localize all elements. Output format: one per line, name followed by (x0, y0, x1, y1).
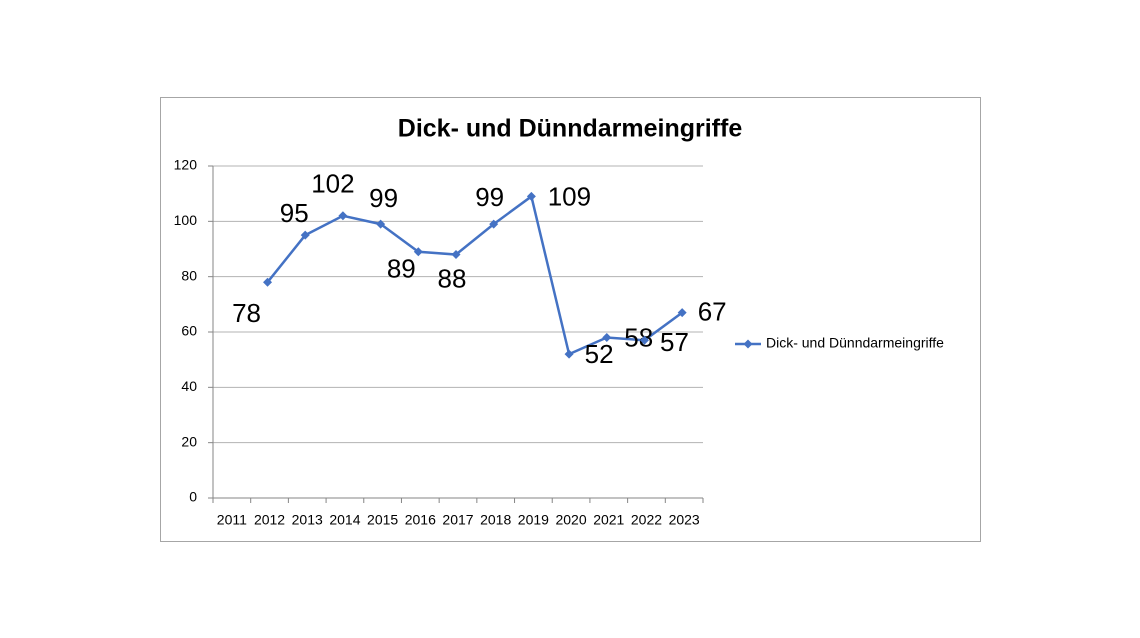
x-tick-label: 2019 (518, 512, 549, 528)
data-label: 99 (369, 183, 398, 213)
x-tick-label: 2014 (329, 512, 360, 528)
y-tick-label: 0 (189, 489, 197, 505)
chart-title: Dick- und Dünndarmeingriffe (398, 115, 743, 143)
point (338, 211, 348, 221)
data-label: 88 (438, 263, 467, 293)
data-label: 78 (232, 298, 261, 328)
x-tick-label: 2020 (555, 512, 586, 528)
data-label: 52 (585, 339, 614, 369)
x-tick-label: 2016 (405, 512, 436, 528)
y-tick-label: 120 (174, 157, 198, 173)
legend-label: Dick- und Dünndarmeingriffe (766, 335, 944, 351)
y-tick-label: 20 (181, 433, 197, 449)
series-line (266, 194, 683, 356)
point (300, 230, 310, 240)
data-label: 99 (475, 182, 504, 212)
x-tick-label: 2012 (254, 512, 285, 528)
y-tick-label: 60 (181, 323, 197, 339)
point (413, 247, 423, 257)
point (564, 349, 574, 359)
data-label: 58 (624, 322, 653, 352)
point (489, 219, 499, 229)
point (526, 191, 536, 201)
x-tick-label: 2022 (631, 512, 662, 528)
data-label: 95 (280, 198, 309, 228)
y-tick-label: 100 (174, 212, 198, 228)
data-label: 57 (660, 327, 689, 357)
chart-border (160, 97, 981, 542)
point (451, 250, 461, 260)
x-tick-label: 2021 (593, 512, 624, 528)
data-label: 67 (698, 297, 727, 327)
data-label: 102 (311, 169, 354, 199)
point (263, 277, 273, 287)
point (639, 335, 649, 345)
x-tick-label: 2018 (480, 512, 511, 528)
point (602, 333, 612, 343)
data-label: 89 (387, 254, 416, 284)
x-tick-label: 2023 (669, 512, 700, 528)
x-tick-label: 2011 (217, 512, 247, 528)
point (677, 308, 687, 318)
legend-marker (743, 339, 753, 349)
x-tick-label: 2015 (367, 512, 398, 528)
data-label: 109 (548, 181, 591, 211)
y-tick-label: 80 (181, 267, 197, 283)
y-tick-label: 40 (181, 378, 197, 394)
x-tick-label: 2017 (442, 512, 473, 528)
x-tick-label: 2013 (292, 512, 323, 528)
point (376, 219, 386, 229)
